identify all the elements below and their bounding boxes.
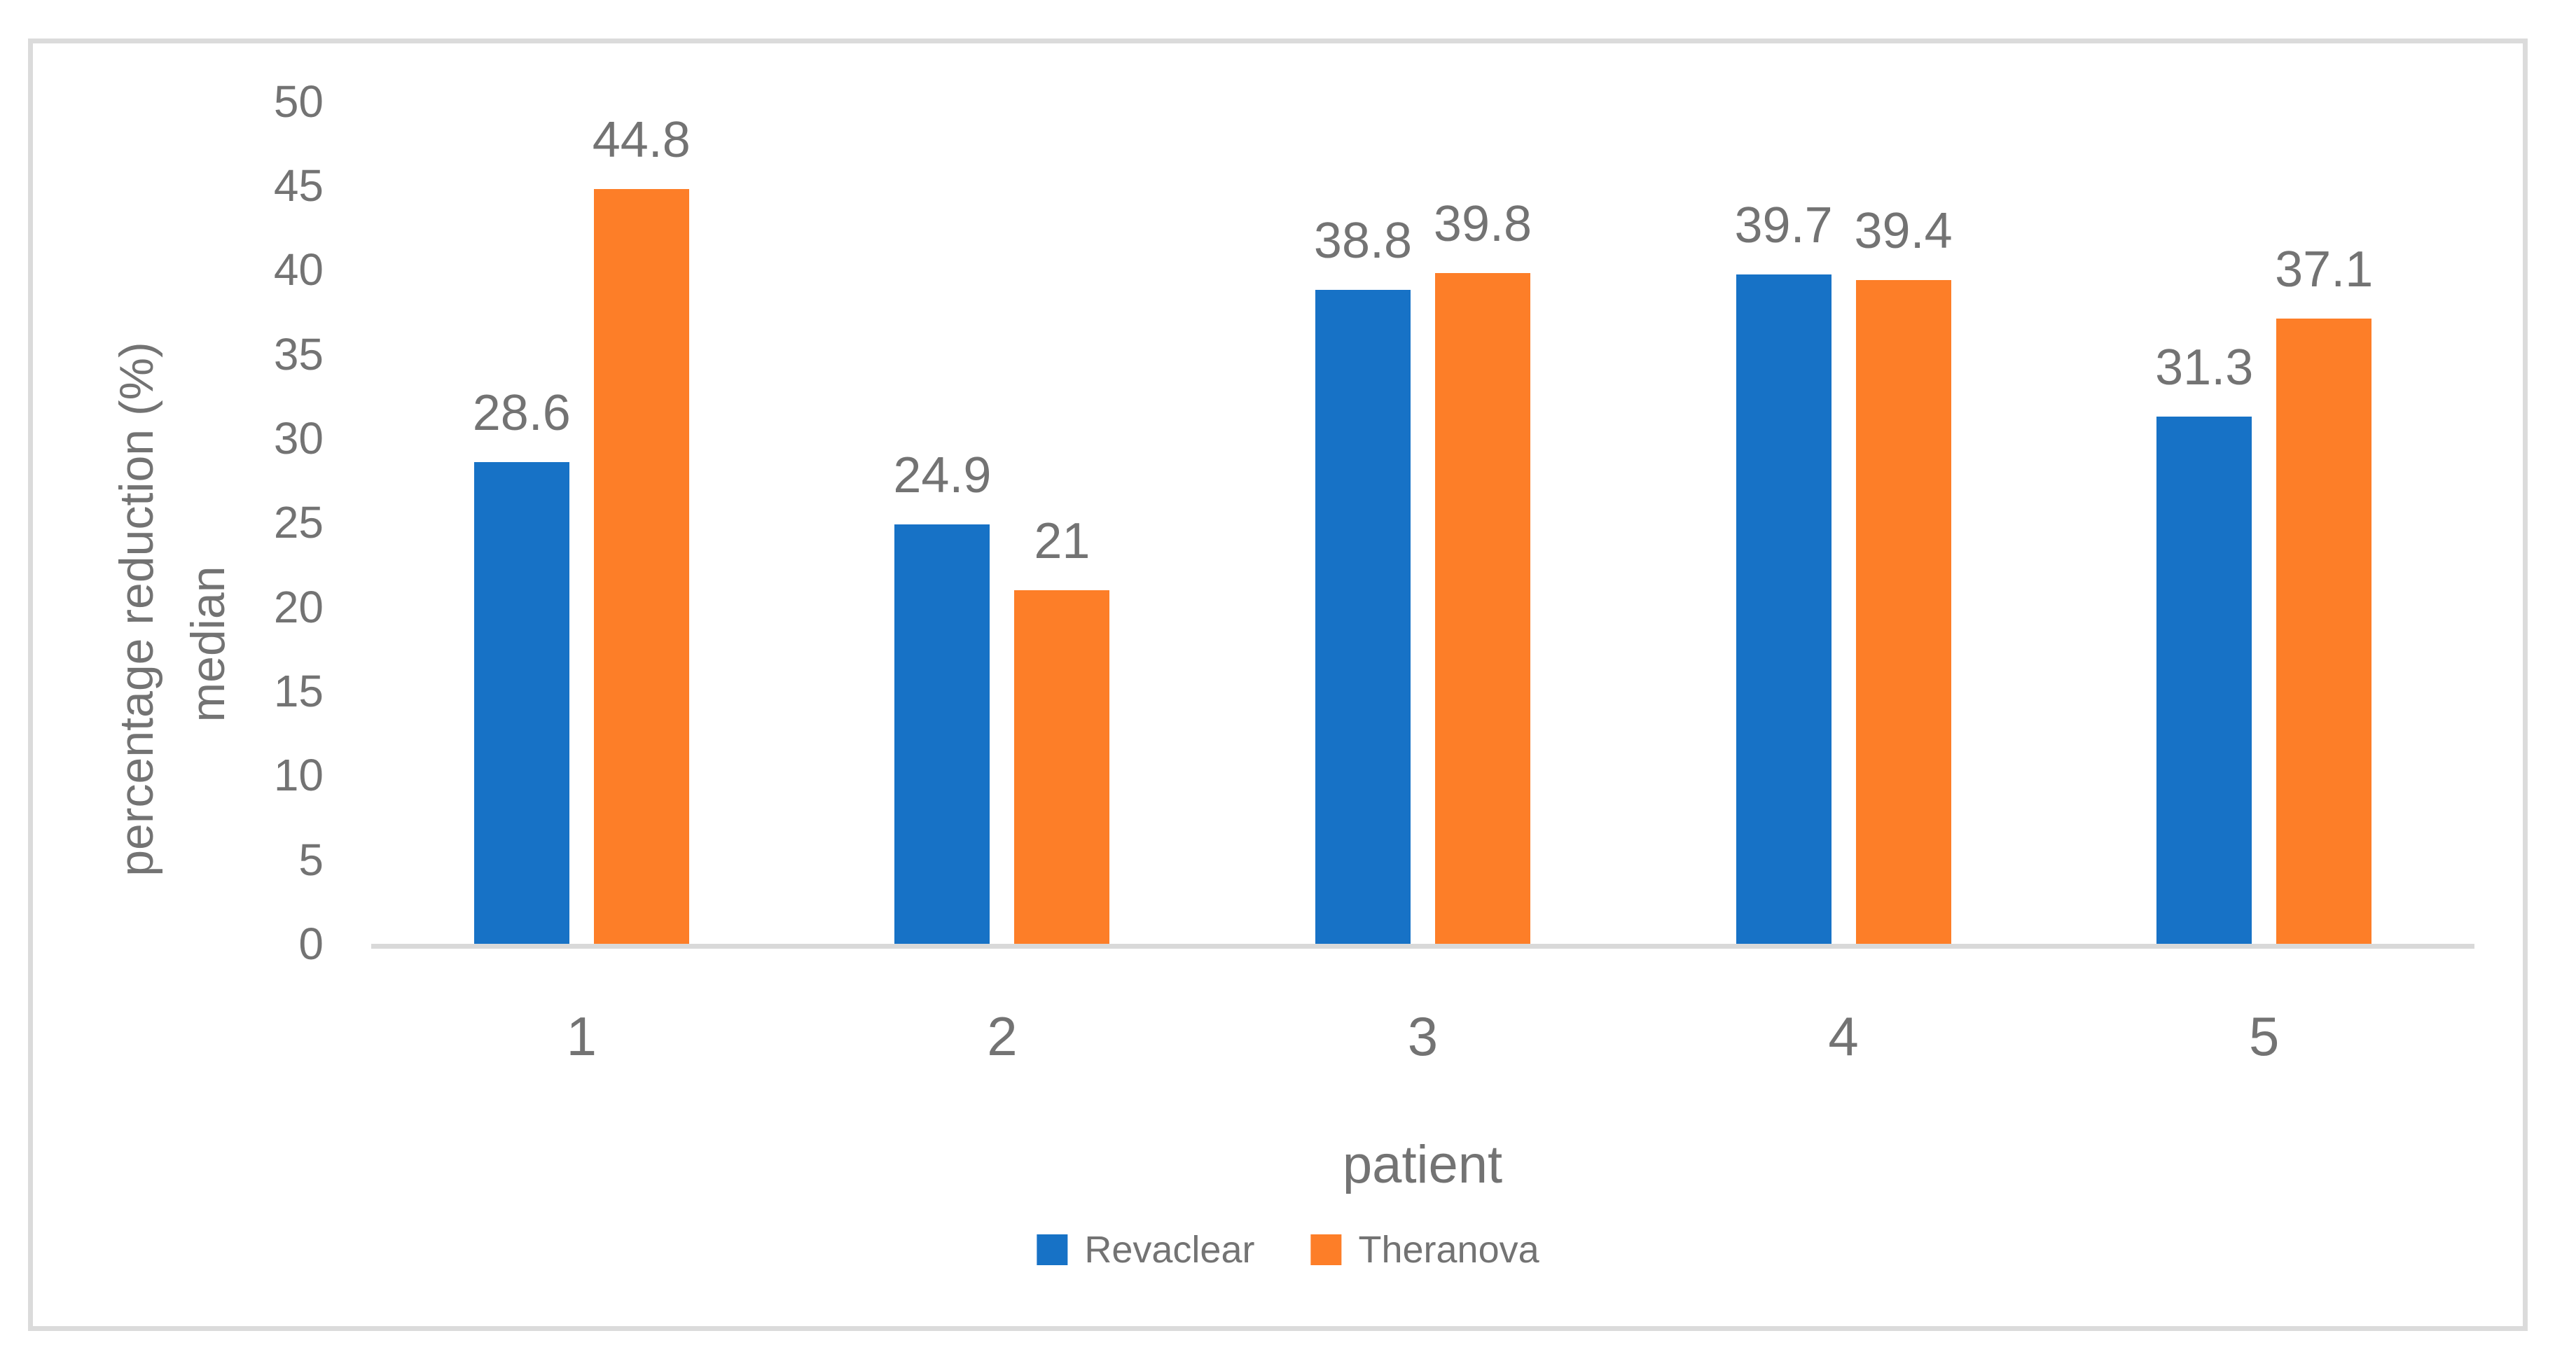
y-tick-label: 35 <box>273 328 324 379</box>
bar-theranova-patient-4 <box>1855 279 1951 944</box>
y-tick-label: 10 <box>273 750 324 801</box>
y-tick-label: 40 <box>273 244 324 295</box>
bar-revaclear-patient-1 <box>473 461 569 944</box>
legend-entry-theranova: Theranova <box>1310 1227 1539 1272</box>
x-category-label: 4 <box>1828 1005 1859 1067</box>
bar-revaclear-patient-5 <box>2156 416 2252 944</box>
bar-theranova-patient-1 <box>593 188 689 944</box>
bar-value-label: 39.8 <box>1433 196 1532 252</box>
y-tick-label: 20 <box>273 581 324 632</box>
x-category-label: 2 <box>987 1005 1018 1067</box>
legend: Revaclear Theranova <box>1037 1218 1539 1281</box>
bar-revaclear-patient-4 <box>1736 274 1831 944</box>
legend-entry-revaclear: Revaclear <box>1037 1227 1254 1272</box>
bar-theranova-patient-2 <box>1014 590 1110 944</box>
bar-value-label: 28.6 <box>472 384 571 441</box>
bar-value-label: 24.9 <box>893 447 992 503</box>
bar-revaclear-patient-2 <box>894 524 990 944</box>
x-category-label: 5 <box>2248 1005 2280 1067</box>
y-tick-label: 50 <box>273 76 324 127</box>
bar-value-label: 38.8 <box>1313 213 1413 270</box>
y-axis-title-line1: percentage reduction (%) <box>110 342 163 877</box>
bar-value-label: 37.1 <box>2275 242 2374 298</box>
x-axis-line <box>371 944 2474 949</box>
bar-value-label: 44.8 <box>592 111 691 168</box>
y-axis-title-line2: median <box>181 566 235 723</box>
legend-label: Revaclear <box>1084 1229 1255 1271</box>
x-category-label: 1 <box>566 1005 597 1067</box>
bar-value-label: 31.3 <box>2155 339 2254 396</box>
chart-frame <box>28 39 2528 1331</box>
bar-theranova-patient-5 <box>2276 319 2372 944</box>
y-tick-label: 0 <box>298 919 324 969</box>
y-tick-label: 5 <box>298 834 324 885</box>
x-axis-title: patient <box>1342 1135 1503 1194</box>
bar-value-label: 39.4 <box>1854 202 1953 259</box>
bar-theranova-patient-3 <box>1435 273 1530 944</box>
bar-revaclear-patient-3 <box>1315 290 1411 944</box>
y-tick-label: 25 <box>273 497 324 548</box>
bar-value-label: 21 <box>1034 513 1090 569</box>
legend-label: Theranova <box>1358 1229 1539 1271</box>
x-category-label: 3 <box>1407 1005 1439 1067</box>
y-tick-label: 30 <box>273 412 324 464</box>
legend-swatch-theranova <box>1310 1234 1342 1265</box>
bar-value-label: 39.7 <box>1734 197 1833 254</box>
y-tick-label: 15 <box>273 665 324 716</box>
legend-swatch-revaclear <box>1037 1234 1068 1265</box>
y-tick-label: 45 <box>273 160 324 211</box>
